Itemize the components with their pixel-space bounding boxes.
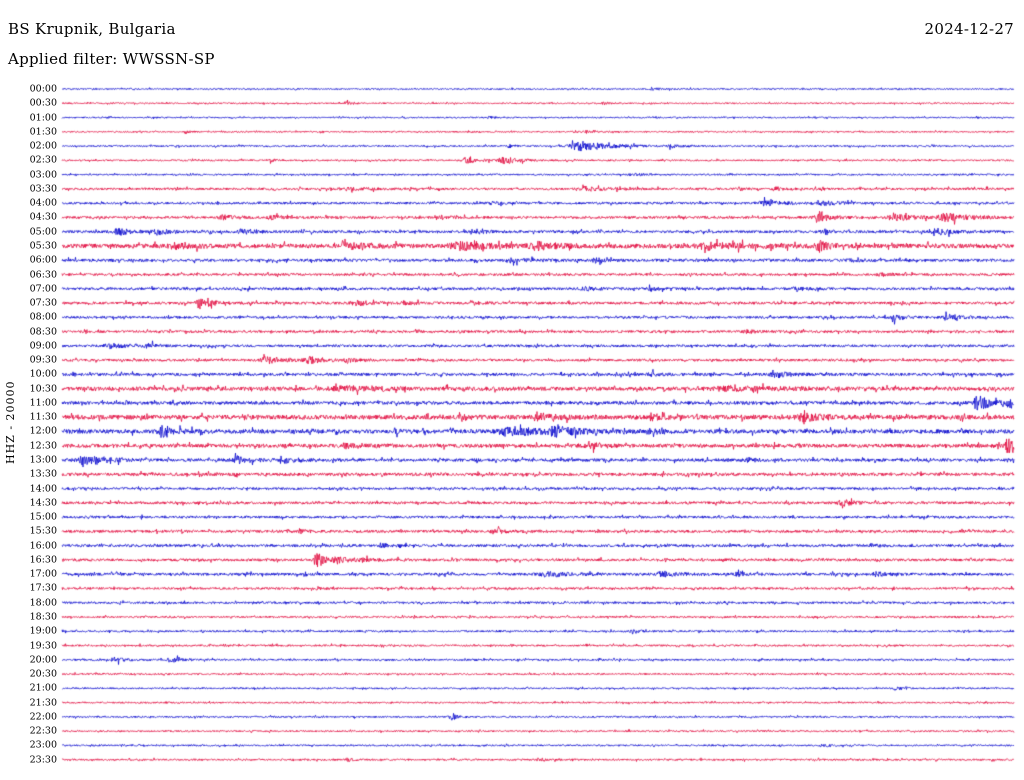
time-label: 00:00 (29, 83, 57, 95)
time-label: 00:30 (29, 97, 57, 109)
time-label: 12:00 (29, 425, 57, 437)
time-label: 04:30 (29, 211, 57, 223)
time-label: 07:30 (29, 297, 57, 309)
time-label: 13:00 (29, 454, 57, 466)
time-label: 13:30 (29, 468, 57, 480)
time-label: 09:00 (29, 340, 57, 352)
time-label: 21:30 (29, 696, 57, 708)
time-label: 18:30 (29, 611, 57, 623)
time-label: 11:30 (29, 411, 57, 423)
time-label: 08:30 (29, 325, 57, 337)
time-label: 06:30 (29, 268, 57, 280)
time-label: 16:00 (29, 539, 57, 551)
time-label: 14:30 (29, 497, 57, 509)
time-label: 11:00 (29, 397, 57, 409)
time-label: 15:00 (29, 511, 57, 523)
time-label: 23:00 (29, 739, 57, 751)
time-label: 10:00 (29, 368, 57, 380)
time-label: 19:30 (29, 639, 57, 651)
time-label: 17:30 (29, 582, 57, 594)
time-label: 09:30 (29, 354, 57, 366)
time-label: 03:30 (29, 183, 57, 195)
time-label: 16:30 (29, 554, 57, 566)
time-label: 15:30 (29, 525, 57, 537)
time-label: 12:30 (29, 440, 57, 451)
time-label: 04:00 (29, 197, 57, 209)
time-label: 05:30 (29, 240, 57, 252)
time-label: 08:00 (29, 311, 57, 323)
time-label: 01:00 (29, 111, 57, 123)
time-label: 19:00 (29, 625, 57, 637)
time-label: 21:00 (29, 682, 57, 694)
time-label: 02:00 (29, 140, 57, 152)
time-label: 17:00 (29, 568, 57, 580)
time-label: 20:00 (29, 654, 57, 666)
time-label: 07:00 (29, 283, 57, 295)
time-label: 03:00 (29, 168, 57, 180)
time-label: 02:30 (29, 154, 57, 166)
time-label: 10:30 (29, 382, 57, 394)
time-label: 22:00 (29, 711, 57, 723)
time-label: 23:30 (29, 753, 57, 765)
filter-label: Applied filter: WWSSN-SP (8, 50, 215, 68)
time-label: 18:00 (29, 596, 57, 608)
time-label: 20:30 (29, 668, 57, 680)
date-label: 2024-12-27 (924, 20, 1014, 38)
time-label: 06:00 (29, 254, 57, 266)
time-label: 05:00 (29, 225, 57, 237)
time-label: 22:30 (29, 725, 57, 737)
station-title: BS Krupnik, Bulgaria (8, 20, 176, 38)
time-label: 14:00 (29, 482, 57, 494)
time-label: 01:30 (29, 126, 57, 138)
